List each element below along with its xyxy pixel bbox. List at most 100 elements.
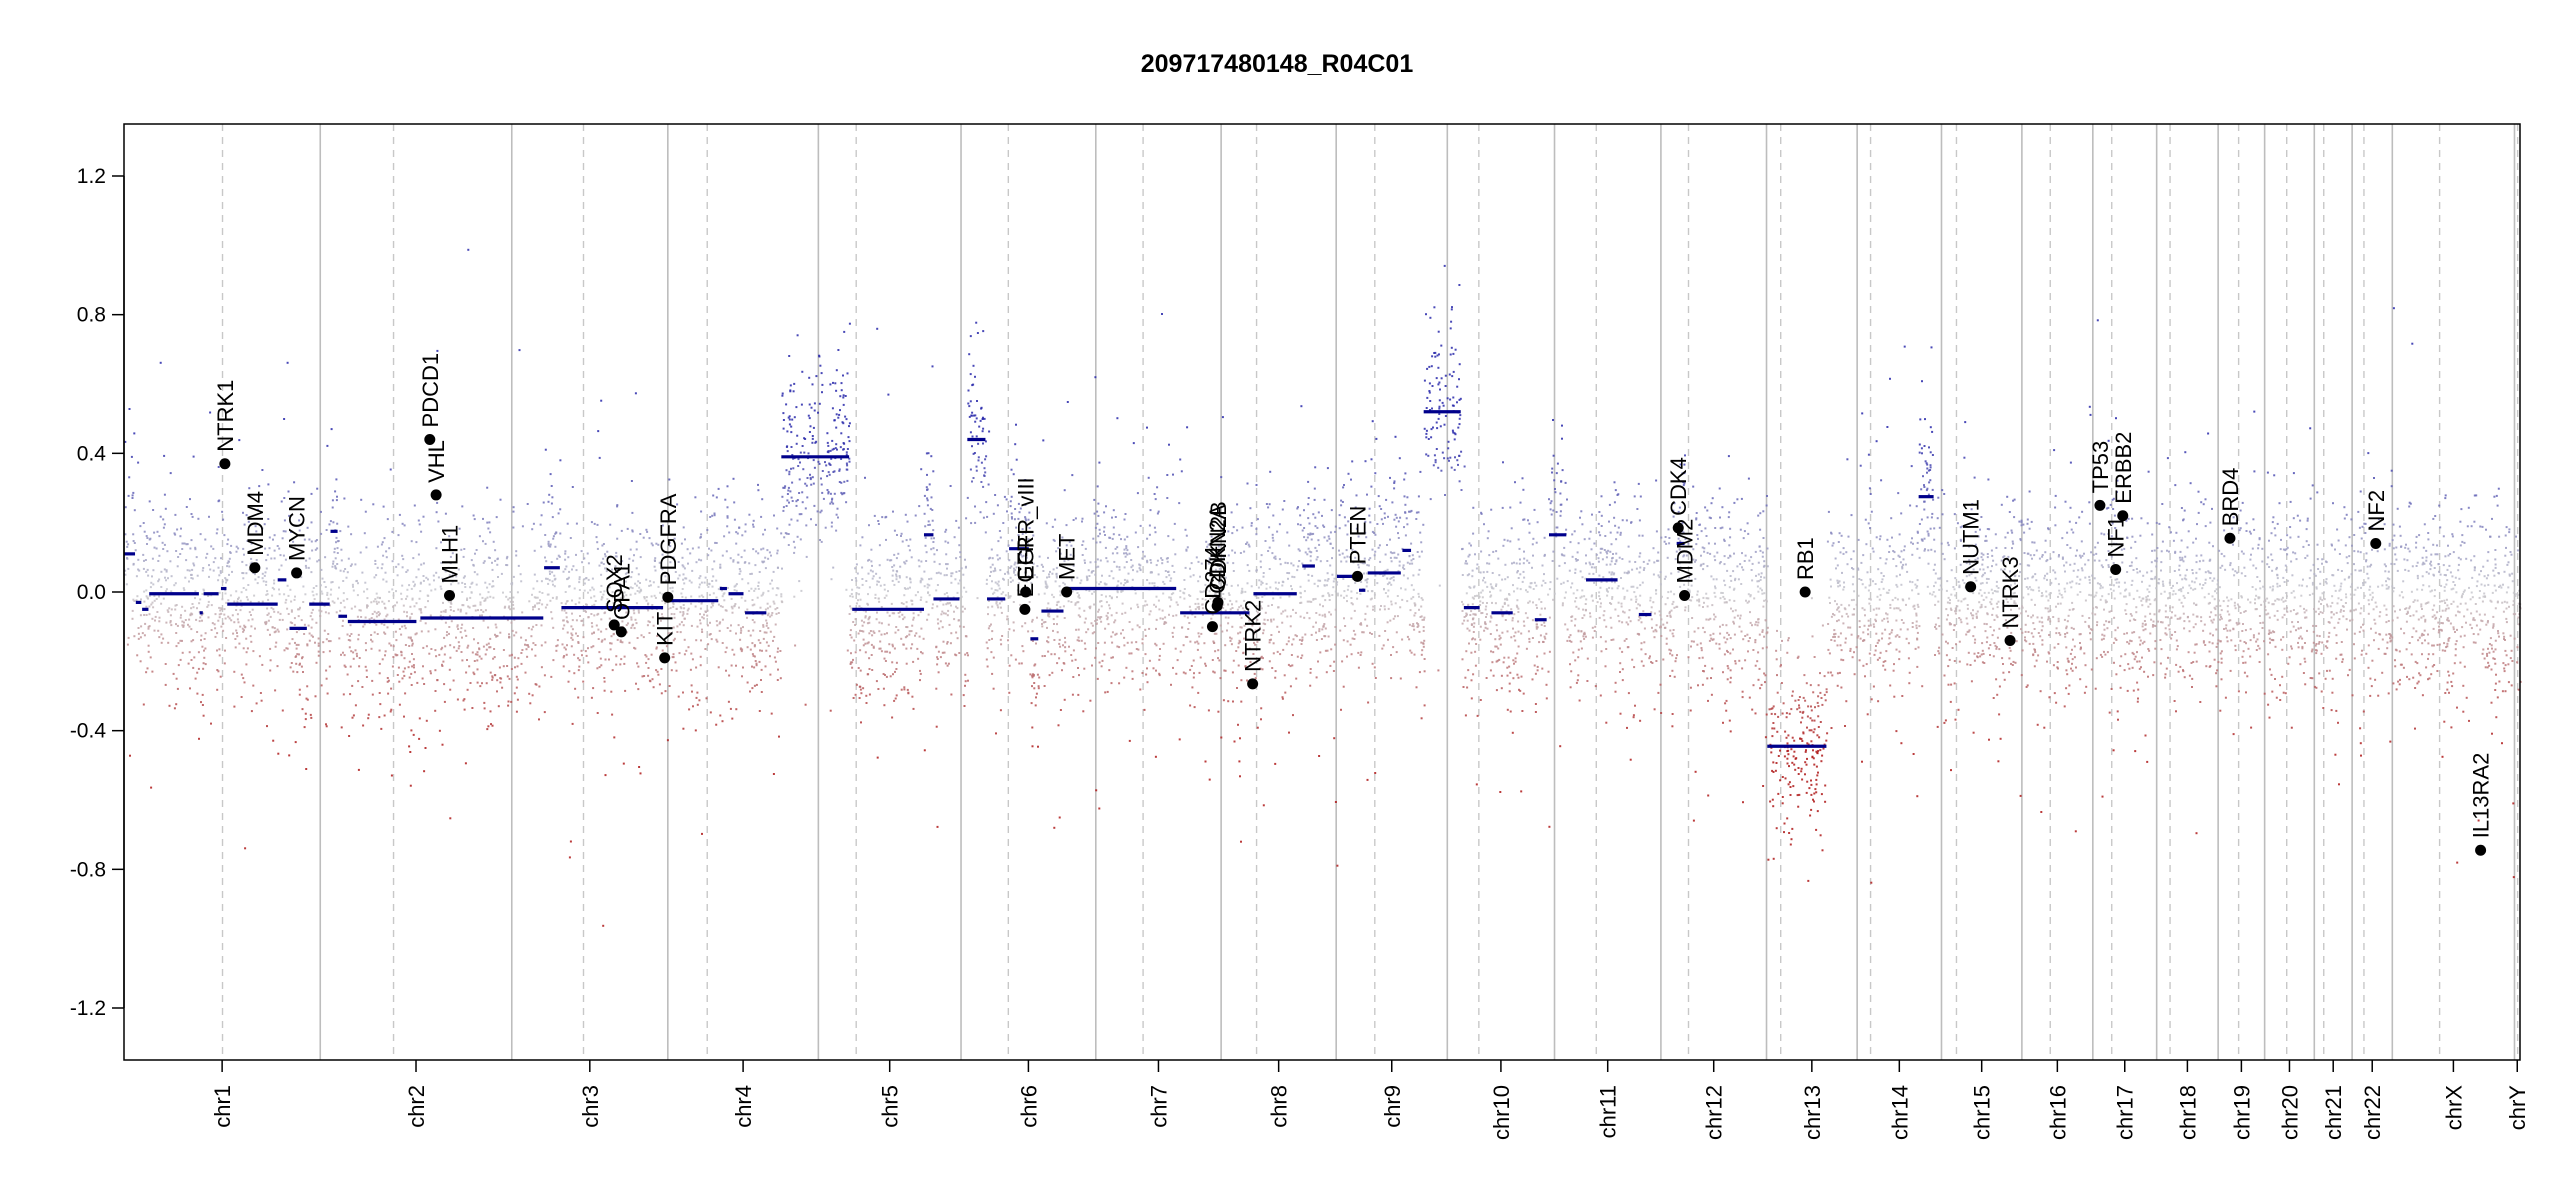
probe-point	[412, 733, 415, 736]
probe-point	[875, 680, 878, 683]
probe-point	[2049, 557, 2052, 560]
probe-point	[1086, 576, 1089, 579]
probe-point	[2377, 585, 2380, 588]
probe-point	[1303, 590, 1306, 593]
probe-point	[349, 665, 352, 668]
probe-point	[305, 768, 308, 770]
probe-point	[731, 607, 734, 610]
probe-point	[1649, 599, 1652, 602]
probe-point	[2003, 678, 2006, 681]
probe-point	[2360, 537, 2363, 540]
probe-point	[422, 665, 424, 668]
probe-point	[1200, 632, 1203, 635]
probe-point	[2465, 696, 2468, 699]
probe-point	[1196, 640, 1199, 643]
probe-point	[334, 490, 337, 493]
probe-point	[2096, 606, 2098, 609]
probe-point	[2249, 628, 2252, 631]
probe-point	[781, 567, 783, 570]
probe-point	[2315, 587, 2318, 590]
probe-point	[1741, 696, 1744, 699]
probe-point	[643, 675, 646, 677]
probe-point	[1447, 440, 1450, 443]
probe-point	[1516, 652, 1519, 655]
probe-point	[1968, 562, 1971, 565]
probe-point	[390, 644, 393, 647]
probe-point	[2383, 563, 2386, 566]
probe-point	[1553, 592, 1556, 595]
probe-point	[1059, 645, 1062, 648]
probe-point	[1733, 622, 1735, 625]
probe-point	[1016, 589, 1019, 592]
probe-point	[1605, 563, 1608, 566]
probe-point	[1074, 658, 1077, 661]
probe-point	[1947, 544, 1950, 547]
probe-point	[2487, 551, 2490, 554]
probe-point	[1698, 598, 1701, 601]
probe-point	[1916, 637, 1919, 640]
probe-point	[1671, 713, 1674, 715]
probe-point	[2321, 562, 2323, 565]
probe-point	[1605, 550, 1608, 553]
probe-point	[1829, 671, 1832, 674]
probe-point	[866, 642, 869, 645]
probe-point	[923, 570, 926, 573]
probe-point	[2230, 639, 2233, 642]
probe-point	[2088, 617, 2091, 619]
probe-point	[2341, 660, 2344, 663]
probe-point	[1059, 590, 1062, 593]
probe-point	[1754, 664, 1757, 667]
probe-point	[1681, 522, 1684, 525]
probe-point	[2446, 579, 2449, 582]
probe-point	[1849, 650, 1852, 652]
probe-point	[2411, 342, 2414, 345]
probe-point	[1489, 615, 1492, 618]
probe-point	[1892, 550, 1895, 552]
probe-point	[1025, 562, 1028, 565]
probe-point	[325, 723, 327, 726]
probe-point	[340, 653, 342, 656]
probe-point	[1382, 644, 1385, 647]
probe-point	[1995, 590, 1998, 593]
probe-point	[2254, 598, 2257, 601]
probe-point	[2093, 559, 2096, 562]
probe-point	[197, 651, 200, 654]
probe-point	[1725, 709, 1728, 712]
probe-point	[2254, 602, 2256, 605]
probe-point	[2407, 569, 2410, 572]
probe-point	[1744, 554, 1747, 557]
probe-point	[1310, 600, 1313, 603]
probe-point	[1495, 583, 1498, 586]
probe-point	[398, 680, 401, 683]
probe-point	[2478, 613, 2481, 616]
probe-point	[2176, 645, 2179, 648]
probe-point	[417, 553, 420, 556]
probe-point	[2479, 525, 2482, 528]
probe-point	[220, 625, 223, 628]
probe-point	[872, 646, 875, 649]
probe-point	[961, 605, 964, 608]
probe-point	[839, 395, 842, 398]
probe-point	[1667, 528, 1670, 531]
probe-point	[415, 576, 418, 579]
probe-point	[1062, 581, 1065, 584]
probe-point	[667, 580, 670, 583]
probe-point	[2084, 576, 2087, 579]
probe-point	[1725, 624, 1728, 627]
probe-point	[1677, 570, 1680, 573]
probe-point	[623, 591, 626, 594]
probe-point	[434, 690, 437, 692]
probe-point	[1304, 551, 1307, 554]
probe-point	[1759, 687, 1762, 690]
probe-point	[1895, 619, 1898, 622]
probe-point	[1960, 600, 1963, 603]
probe-point	[543, 674, 546, 677]
probe-point	[273, 631, 276, 634]
probe-point	[583, 578, 586, 581]
probe-point	[315, 539, 318, 541]
probe-point	[997, 584, 1000, 587]
probe-point	[1130, 566, 1133, 569]
chart-title: 209717480148_R04C01	[1141, 50, 1414, 78]
probe-point	[544, 641, 547, 644]
probe-point	[1989, 601, 1992, 604]
